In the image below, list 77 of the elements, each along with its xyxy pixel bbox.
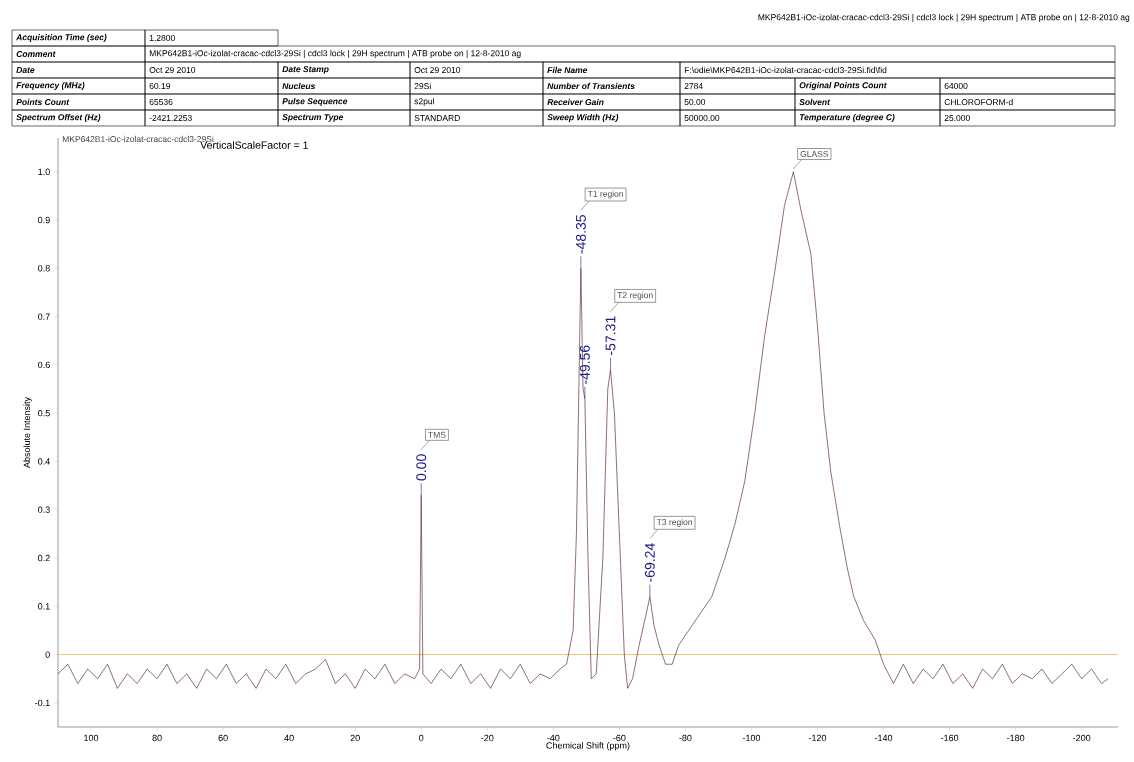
text: Number of Transients	[547, 82, 635, 90]
chart-title: MKP642B1-iOc-izolat-cracac-cdcl3-29Si	[62, 135, 214, 143]
text: CHLOROFORM-d	[944, 98, 1013, 106]
y-axis-title: Absolute Intensity	[23, 396, 32, 468]
text: Frequency (MHz)	[16, 82, 85, 90]
y-tick-label: 0.7	[38, 313, 50, 320]
x-tick-label: -60	[613, 734, 626, 742]
x-tick-label: -160	[940, 734, 959, 742]
annotation: -69.24	[644, 543, 655, 582]
text: 65536	[149, 98, 173, 105]
text: Acquisition Time (sec)	[16, 34, 107, 42]
annotation: TMS	[428, 431, 446, 438]
x-tick-label: -200	[1073, 734, 1091, 742]
x-tick-label: -140	[874, 734, 893, 742]
annotation: 0.00	[416, 454, 427, 481]
text: Date Stamp	[282, 66, 329, 74]
x-tick-label: -80	[679, 734, 692, 742]
y-tick-label: 0.8	[38, 265, 50, 272]
text: Receiver Gain	[547, 98, 604, 106]
text: STANDARD	[414, 114, 460, 121]
y-tick-label: 0.3	[38, 506, 50, 513]
y-tick-label: 0.6	[38, 361, 50, 369]
x-tick-label: 60	[218, 734, 228, 742]
text: File Name	[547, 66, 588, 74]
x-tick-label: -40	[547, 734, 560, 742]
x-tick-label: -20	[481, 734, 494, 742]
text: Spectrum Offset (Hz)	[16, 114, 101, 122]
y-tick-label: 0.2	[38, 554, 50, 562]
text: Nucleus	[282, 82, 315, 90]
x-axis-title: Chemical Shift (ppm)	[546, 742, 630, 751]
text: F:\odie\MKP642B1-iOc-izolat-cracac-cdcl3-29Si.fid\fid	[684, 66, 887, 74]
text: Oct 29 2010	[414, 66, 461, 73]
annotation: -57.31	[605, 316, 616, 355]
annotation: -49.56	[579, 345, 590, 384]
y-tick-label: 0.9	[38, 216, 50, 224]
text: MKP642B1-iOc-izolat-cracac-cdcl3-29Si | cdcl3 lock | 29H spectrum | ATB probe on | 12-8-2010 ag	[758, 14, 1130, 22]
text: MKP642B1-iOc-izolat-cracac-cdcl3-29Si | cdcl3 lock | 29H spectrum | ATB probe on | 12-8-2010 ag	[149, 50, 521, 58]
x-tick-label: 20	[350, 734, 360, 742]
y-tick-label: 0.1	[38, 603, 50, 610]
text: Points Count	[16, 98, 70, 106]
text: Original Points Count	[799, 82, 887, 90]
x-tick-label: -180	[1007, 734, 1025, 742]
x-tick-label: -100	[742, 734, 761, 742]
x-tick-label: 0	[419, 734, 424, 742]
text: 25.000	[944, 114, 970, 121]
text: 60.19	[149, 82, 171, 89]
y-tick-label: 0.4	[38, 458, 50, 465]
x-tick-label: 100	[84, 734, 99, 742]
text: 1.2800	[149, 34, 175, 41]
text: Sweep Width (Hz)	[547, 114, 619, 122]
text: 50000.00	[684, 114, 720, 121]
text: Spectrum Type	[282, 114, 344, 122]
y-tick-label: 0	[45, 651, 50, 658]
y-tick-label: 1.0	[38, 168, 50, 175]
x-tick-label: 80	[152, 734, 162, 742]
annotation: T2 region	[617, 291, 653, 300]
text: Solvent	[799, 98, 831, 106]
text: Oct 29 2010	[149, 66, 196, 73]
text: -2421.2253	[149, 114, 192, 121]
text: s2pul	[414, 98, 434, 106]
x-tick-label: 40	[284, 734, 294, 742]
annotation: -48.35	[575, 215, 586, 254]
text: 64000	[944, 82, 968, 89]
annotation: VerticalScaleFactor = 1	[200, 141, 308, 149]
text: Temperature (degree C)	[799, 114, 895, 122]
text: Date	[16, 67, 35, 73]
text: 29Si	[414, 82, 431, 90]
text: Comment	[16, 50, 56, 57]
annotation: T3 region	[656, 518, 692, 527]
text: 50.00	[684, 98, 706, 105]
annotation: T1 region	[587, 190, 623, 199]
text: Pulse Sequence	[282, 98, 348, 106]
x-tick-label: -120	[808, 734, 827, 742]
annotation: GLASS	[800, 151, 829, 158]
y-tick-label: -0.1	[35, 699, 50, 707]
text: 2784	[684, 82, 703, 89]
y-tick-label: 0.5	[38, 409, 50, 417]
